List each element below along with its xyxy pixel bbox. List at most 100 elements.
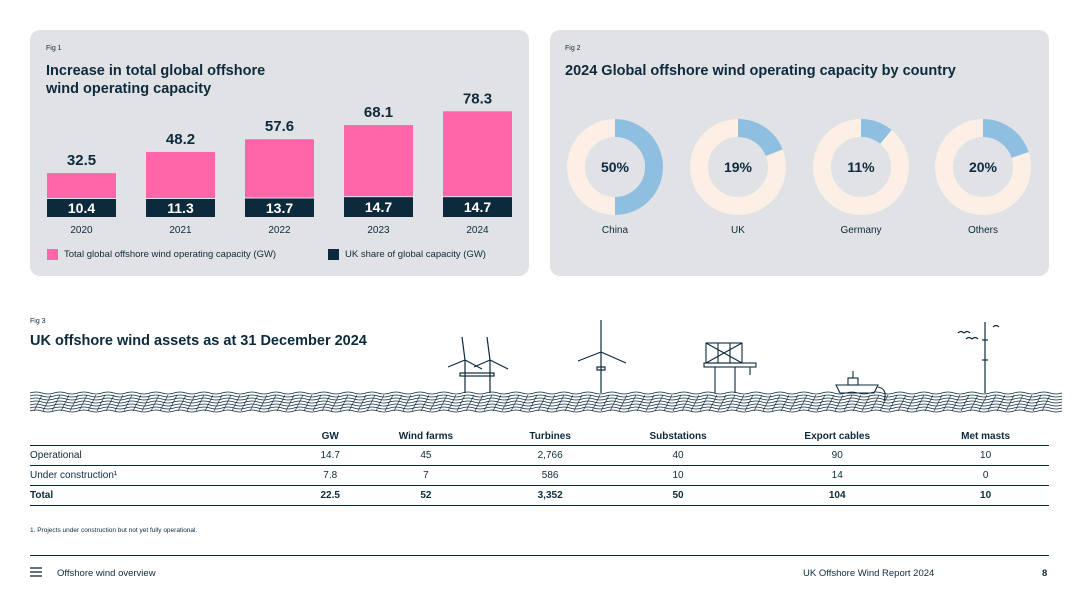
wind-turbine-pair-icon [447, 336, 509, 393]
menu-icon[interactable] [30, 566, 43, 581]
table-cell: 40 [603, 445, 753, 466]
cable-ship-icon [835, 371, 886, 402]
donut-value-label: 20% [969, 159, 998, 175]
table-cell: 50 [603, 485, 753, 506]
table-cell: 52 [355, 485, 497, 506]
table-cell: 7.8 [305, 465, 356, 486]
legend-total-label: Total global offshore wind operating cap… [64, 249, 277, 260]
uk-value-label: 11.3 [167, 200, 194, 216]
total-bar [344, 125, 413, 197]
legend-uk-swatch [328, 249, 339, 260]
donut-slice [614, 119, 663, 215]
total-value-label: 78.3 [463, 90, 492, 107]
x-tick-label: 2024 [466, 225, 489, 236]
uk-bar [47, 199, 116, 217]
fig1-panel: Fig 1 Increase in total global offshore … [30, 30, 529, 276]
col-header: Met masts [922, 428, 1049, 446]
total-bar [443, 111, 512, 197]
offshore-assets-illustration [29, 320, 1063, 413]
total-bar [146, 151, 215, 198]
legend-total-swatch [47, 249, 58, 260]
fig3-title: UK offshore wind assets as at 31 Decembe… [30, 333, 367, 349]
x-tick-label: 2022 [268, 225, 291, 236]
table-cell: 45 [355, 445, 497, 466]
table-cell: 10 [603, 465, 753, 486]
legend-total: Total global offshore wind operating cap… [47, 249, 276, 260]
col-header: Wind farms [355, 428, 497, 446]
table-cell: 104 [752, 485, 923, 506]
row-label: Under construction¹ [30, 465, 305, 486]
table-cell: 10 [922, 445, 1049, 466]
fig1-label: Fig 1 [46, 45, 62, 52]
footer-section-link[interactable]: Offshore wind overview [57, 568, 156, 579]
col-header: Export cables [752, 428, 923, 446]
table-row: Operational 14.7 45 2,766 40 90 10 [30, 445, 1049, 466]
table-cell: 2,766 [496, 445, 604, 466]
uk-bar [443, 197, 512, 217]
table-total-row: Total 22.5 52 3,352 50 104 10 [30, 485, 1049, 506]
fig2-donut-charts: 50% China 19% UK 11% Germany 20% Others [567, 119, 1031, 236]
fig3-label: Fig 3 [30, 318, 46, 325]
col-header: GW [305, 428, 356, 446]
footer-report-title: UK Offshore Wind Report 2024 [803, 568, 935, 579]
donut-value-label: 19% [724, 159, 753, 175]
met-mast-icon [957, 322, 1000, 393]
substation-icon [703, 342, 757, 393]
col-header: Turbines [496, 428, 604, 446]
uk-bar [344, 197, 413, 217]
fig2-title: 2024 Global offshore wind operating capa… [565, 63, 956, 79]
fig1-title: Increase in total global offshore wind o… [46, 62, 265, 98]
col-header: Substations [603, 428, 753, 446]
table-row: Under construction¹ 7.8 7 586 10 14 0 [30, 465, 1049, 486]
donut-category-label: Others [968, 225, 998, 236]
row-label: Total [30, 485, 305, 506]
footnote: 1. Projects under construction but not y… [30, 527, 198, 534]
fig1-bar-chart: 32.5 10.4 2020 48.2 11.3 2021 57.6 13.7 2022 68.1… [47, 90, 512, 236]
table-cell: 22.5 [305, 485, 356, 506]
donut-category-label: Germany [840, 225, 881, 236]
total-value-label: 48.2 [166, 131, 195, 148]
fig1-title-line2: wind operating capacity [46, 81, 212, 97]
donut-slice [982, 119, 1029, 159]
page-number: 8 [1042, 568, 1048, 579]
uk-bar [146, 199, 215, 217]
table-cell: 586 [496, 465, 604, 486]
uk-value-label: 14.7 [365, 199, 392, 215]
uk-bar [245, 198, 314, 217]
donut-category-label: China [602, 225, 629, 236]
assets-table: GW Wind farms Turbines Substations Expor… [30, 428, 1049, 506]
total-value-label: 68.1 [364, 104, 393, 121]
total-bar [47, 173, 116, 198]
col-header [30, 428, 305, 446]
table-cell: 14.7 [305, 445, 356, 466]
x-tick-label: 2023 [367, 225, 390, 236]
uk-value-label: 13.7 [266, 200, 293, 216]
x-tick-label: 2021 [169, 225, 192, 236]
table-cell: 0 [922, 465, 1049, 486]
total-bar [245, 139, 314, 198]
table-cell: 7 [355, 465, 497, 486]
table-header-row: GW Wind farms Turbines Substations Expor… [30, 428, 1049, 446]
hamburger-icon[interactable] [30, 566, 43, 578]
row-label: Operational [30, 445, 305, 466]
footer-divider [30, 555, 1049, 556]
donut-slice [737, 119, 783, 157]
table-cell: 3,352 [496, 485, 604, 506]
table-cell: 90 [752, 445, 923, 466]
uk-value-label: 14.7 [464, 199, 491, 215]
fig2-panel: Fig 2 2024 Global offshore wind operatin… [550, 30, 1049, 276]
legend-uk: UK share of global capacity (GW) [328, 249, 486, 260]
wind-turbine-icon [577, 320, 627, 393]
total-value-label: 32.5 [67, 152, 96, 169]
legend-uk-label: UK share of global capacity (GW) [345, 249, 486, 260]
donut-value-label: 50% [601, 159, 630, 175]
donut-slice [860, 119, 892, 145]
fig1-title-line1: Increase in total global offshore [46, 63, 266, 79]
donut-category-label: UK [731, 225, 745, 236]
total-value-label: 57.6 [265, 118, 294, 135]
sea-pattern [29, 391, 1063, 413]
x-tick-label: 2020 [70, 225, 93, 236]
uk-value-label: 10.4 [68, 200, 95, 216]
fig2-label: Fig 2 [565, 45, 581, 52]
table-cell: 10 [922, 485, 1049, 506]
